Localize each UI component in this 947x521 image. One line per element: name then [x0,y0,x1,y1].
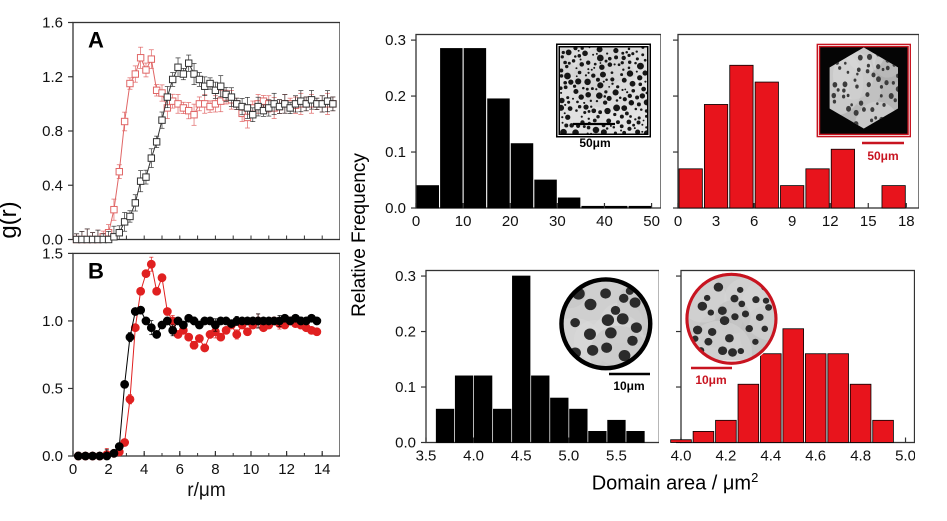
svg-text:10μm: 10μm [695,373,726,387]
svg-text:0: 0 [69,461,77,478]
svg-text:0: 0 [412,213,420,230]
svg-text:6: 6 [176,461,184,478]
svg-text:50μm: 50μm [867,149,898,163]
svg-text:5.5: 5.5 [606,447,627,464]
svg-text:5.0: 5.0 [558,447,579,464]
svg-text:1.0: 1.0 [42,313,63,330]
svg-text:4.6: 4.6 [805,447,826,464]
svg-text:B: B [88,258,104,283]
svg-text:18: 18 [898,213,915,230]
svg-text:1.6: 1.6 [42,15,63,32]
svg-text:0.0: 0.0 [42,448,63,465]
svg-text:12: 12 [278,461,295,478]
svg-text:1.5: 1.5 [42,245,63,262]
svg-text:10: 10 [243,461,260,478]
svg-text:4.8: 4.8 [850,447,871,464]
svg-text:r/μm: r/μm [187,480,225,501]
svg-text:0.2: 0.2 [385,88,406,105]
svg-text:5.0: 5.0 [895,447,914,464]
svg-text:14: 14 [314,461,331,478]
svg-text:0.1: 0.1 [395,379,416,396]
svg-text:10μm: 10μm [613,378,644,392]
svg-text:0.5: 0.5 [42,380,63,397]
svg-text:4: 4 [140,461,148,478]
svg-text:50μm: 50μm [579,136,610,150]
svg-text:4.2: 4.2 [715,447,736,464]
svg-text:0.2: 0.2 [395,323,416,340]
svg-text:A: A [88,28,104,53]
svg-text:30: 30 [549,213,566,230]
svg-text:2: 2 [104,461,112,478]
svg-text:0.0: 0.0 [42,232,63,246]
svg-text:0: 0 [674,213,682,230]
svg-text:4.0: 4.0 [671,447,692,464]
svg-text:12: 12 [822,213,839,230]
svg-text:0.8: 0.8 [42,123,63,140]
svg-text:6: 6 [750,213,758,230]
svg-text:0.1: 0.1 [385,144,406,161]
svg-text:0.4: 0.4 [42,177,63,194]
svg-text:3: 3 [712,213,720,230]
svg-text:0.0: 0.0 [385,200,406,217]
svg-text:20: 20 [502,213,519,230]
svg-text:1.2: 1.2 [42,69,63,86]
svg-text:4.4: 4.4 [760,447,781,464]
svg-text:3.5: 3.5 [415,447,436,464]
svg-text:9: 9 [788,213,796,230]
svg-text:40: 40 [596,213,613,230]
svg-text:15: 15 [860,213,877,230]
svg-text:4.5: 4.5 [510,447,531,464]
svg-text:0.3: 0.3 [395,268,416,285]
svg-text:0.3: 0.3 [385,32,406,49]
svg-text:8: 8 [211,461,219,478]
svg-text:4.0: 4.0 [463,447,484,464]
svg-text:10: 10 [455,213,472,230]
svg-text:0.0: 0.0 [395,434,416,451]
